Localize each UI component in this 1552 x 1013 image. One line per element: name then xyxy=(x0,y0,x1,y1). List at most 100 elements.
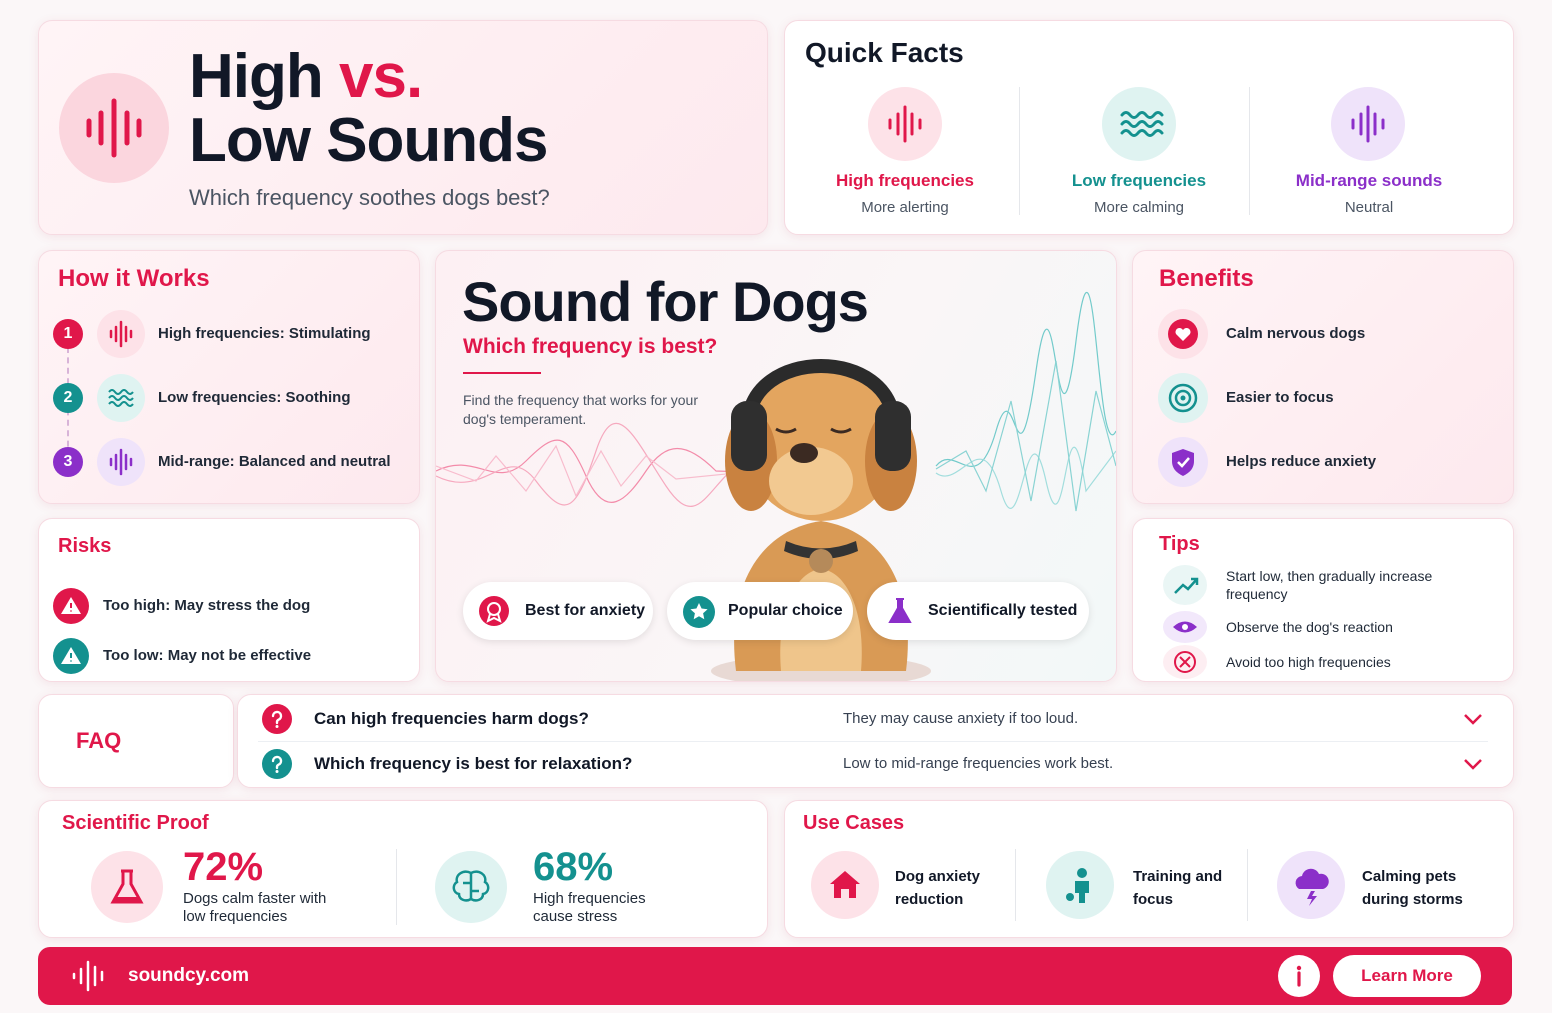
fact-icon xyxy=(1102,87,1176,161)
stat-icon xyxy=(91,851,163,923)
accent-line xyxy=(463,372,541,374)
faq-answer: Low to mid-range frequencies work best. xyxy=(843,755,1114,772)
step-number: 3 xyxy=(53,447,83,477)
section-title: Tips xyxy=(1159,533,1200,555)
section-title: Scientific Proof xyxy=(62,812,209,834)
step-icon xyxy=(97,310,145,358)
target-icon xyxy=(1168,383,1198,413)
storm-icon xyxy=(1295,868,1329,906)
title-start: High xyxy=(189,42,324,111)
stat-value: 72% xyxy=(183,845,264,889)
tip-icon xyxy=(1163,611,1207,643)
eye-icon xyxy=(1173,621,1197,633)
tip-icon xyxy=(1163,565,1207,605)
hero-description: Find the frequency that works for your d… xyxy=(463,392,698,427)
benefit-text: Helps reduce anxiety xyxy=(1226,453,1377,470)
fact-label: High frequencies xyxy=(836,171,974,190)
star-icon xyxy=(690,603,708,620)
divider xyxy=(1015,849,1016,921)
question-icon xyxy=(271,755,283,773)
warning-icon xyxy=(61,597,81,614)
warning-icon xyxy=(61,647,81,664)
faq-icon xyxy=(262,704,292,734)
section-title: How it Works xyxy=(58,265,210,292)
chevron[interactable] xyxy=(1463,713,1483,725)
heart-icon xyxy=(1168,319,1198,349)
fact-note: Neutral xyxy=(1344,199,1394,216)
step-icon xyxy=(97,438,145,486)
badge-icon xyxy=(683,596,715,628)
info-icon xyxy=(1296,965,1302,987)
use-text: Calming pets during storms xyxy=(1362,868,1463,908)
header-subtitle: Which frequency soothes dogs best? xyxy=(189,185,550,210)
stat-icon xyxy=(435,851,507,923)
benefit-text: Easier to focus xyxy=(1226,389,1334,406)
faq-answer: They may cause anxiety if too loud. xyxy=(843,710,1079,727)
badge-text: Popular choice xyxy=(728,602,843,619)
header-card: High vs. Low Sounds Which frequency sooth… xyxy=(38,20,768,235)
fact-label: Mid-range sounds xyxy=(1295,171,1443,190)
waves-icon xyxy=(1120,111,1164,137)
flask-icon xyxy=(110,869,144,904)
fact-icon xyxy=(1331,87,1405,161)
info-button[interactable] xyxy=(1278,955,1320,997)
header-icon xyxy=(59,73,169,183)
faq-question[interactable]: Can high frequencies harm dogs? xyxy=(314,709,589,728)
fact-label: Low frequencies xyxy=(1071,171,1207,190)
divider xyxy=(258,741,1488,742)
stat-text: High frequencies cause stress xyxy=(533,890,646,925)
wave-icon xyxy=(109,320,133,348)
waves-icon xyxy=(108,389,134,407)
section-title: Benefits xyxy=(1159,265,1254,292)
badge: Best for anxiety xyxy=(463,582,653,640)
step-text: High frequencies: Stimulating xyxy=(158,325,371,342)
benefits-card: Benefits Calm nervous dogs Easier to foc… xyxy=(1132,250,1514,504)
footer-site[interactable]: soundcy.com xyxy=(128,965,250,986)
hero-card: Sound for Dogs Which frequency is best? … xyxy=(435,250,1117,682)
title-accent: vs. xyxy=(338,42,423,111)
trend-icon xyxy=(1174,577,1199,594)
divider xyxy=(1019,87,1020,215)
tips-card: Tips Start low, then gradually increase … xyxy=(1132,518,1514,682)
use-cases-card: Use Cases Dog anxiety reduction Training… xyxy=(784,800,1514,938)
faq-icon xyxy=(262,749,292,779)
benefit-icon xyxy=(1158,373,1208,423)
step-number: 2 xyxy=(53,383,83,413)
quick-facts-card: Quick Facts High frequencies More alerti… xyxy=(784,20,1514,235)
tip-icon xyxy=(1163,645,1207,679)
risk-text: Too low: May not be effective xyxy=(103,647,312,664)
fact-icon xyxy=(868,87,942,161)
risk-icon xyxy=(53,638,89,674)
title-end: Low Sounds xyxy=(189,106,549,175)
home-icon xyxy=(830,871,860,898)
faq-label-card: FAQ xyxy=(38,694,234,788)
chevron[interactable] xyxy=(1463,758,1483,770)
learn-more-button[interactable]: Learn More xyxy=(1333,955,1481,997)
how-card: How it Works 1 2 3 High frequencies: Sti… xyxy=(38,250,420,504)
tip-text: Observe the dog's reaction xyxy=(1226,619,1393,635)
section-title: Use Cases xyxy=(803,812,905,834)
benefit-icon xyxy=(1158,437,1208,487)
faq-card: Can high frequencies harm dogs? They may… xyxy=(237,694,1514,788)
ribbon-icon xyxy=(486,602,502,623)
proof-card: Scientific Proof 72% Dogs calm faster wi… xyxy=(38,800,768,938)
ban-icon xyxy=(1174,651,1196,673)
shield-icon xyxy=(1172,449,1194,476)
logo-icon xyxy=(72,960,104,992)
use-text: Dog anxiety reduction xyxy=(895,868,981,908)
badge-icon xyxy=(479,596,509,626)
tip-text: Start low, then gradually increase frequ… xyxy=(1226,568,1433,602)
badge: Popular choice xyxy=(667,582,853,640)
step-text: Low frequencies: Soothing xyxy=(158,389,351,406)
use-icon xyxy=(1277,851,1345,919)
risks-card: Risks Too high: May stress the dog Too l… xyxy=(38,518,420,682)
use-text: Training and focus xyxy=(1133,868,1223,908)
hero-title: Sound for Dogs xyxy=(462,270,869,333)
fact-note: More calming xyxy=(1093,199,1185,216)
step-text: Mid-range: Balanced and neutral xyxy=(158,453,391,470)
wave-icon xyxy=(1351,105,1385,143)
benefit-text: Calm nervous dogs xyxy=(1226,325,1366,342)
question-icon xyxy=(271,710,283,728)
faq-question[interactable]: Which frequency is best for relaxation? xyxy=(314,754,633,773)
